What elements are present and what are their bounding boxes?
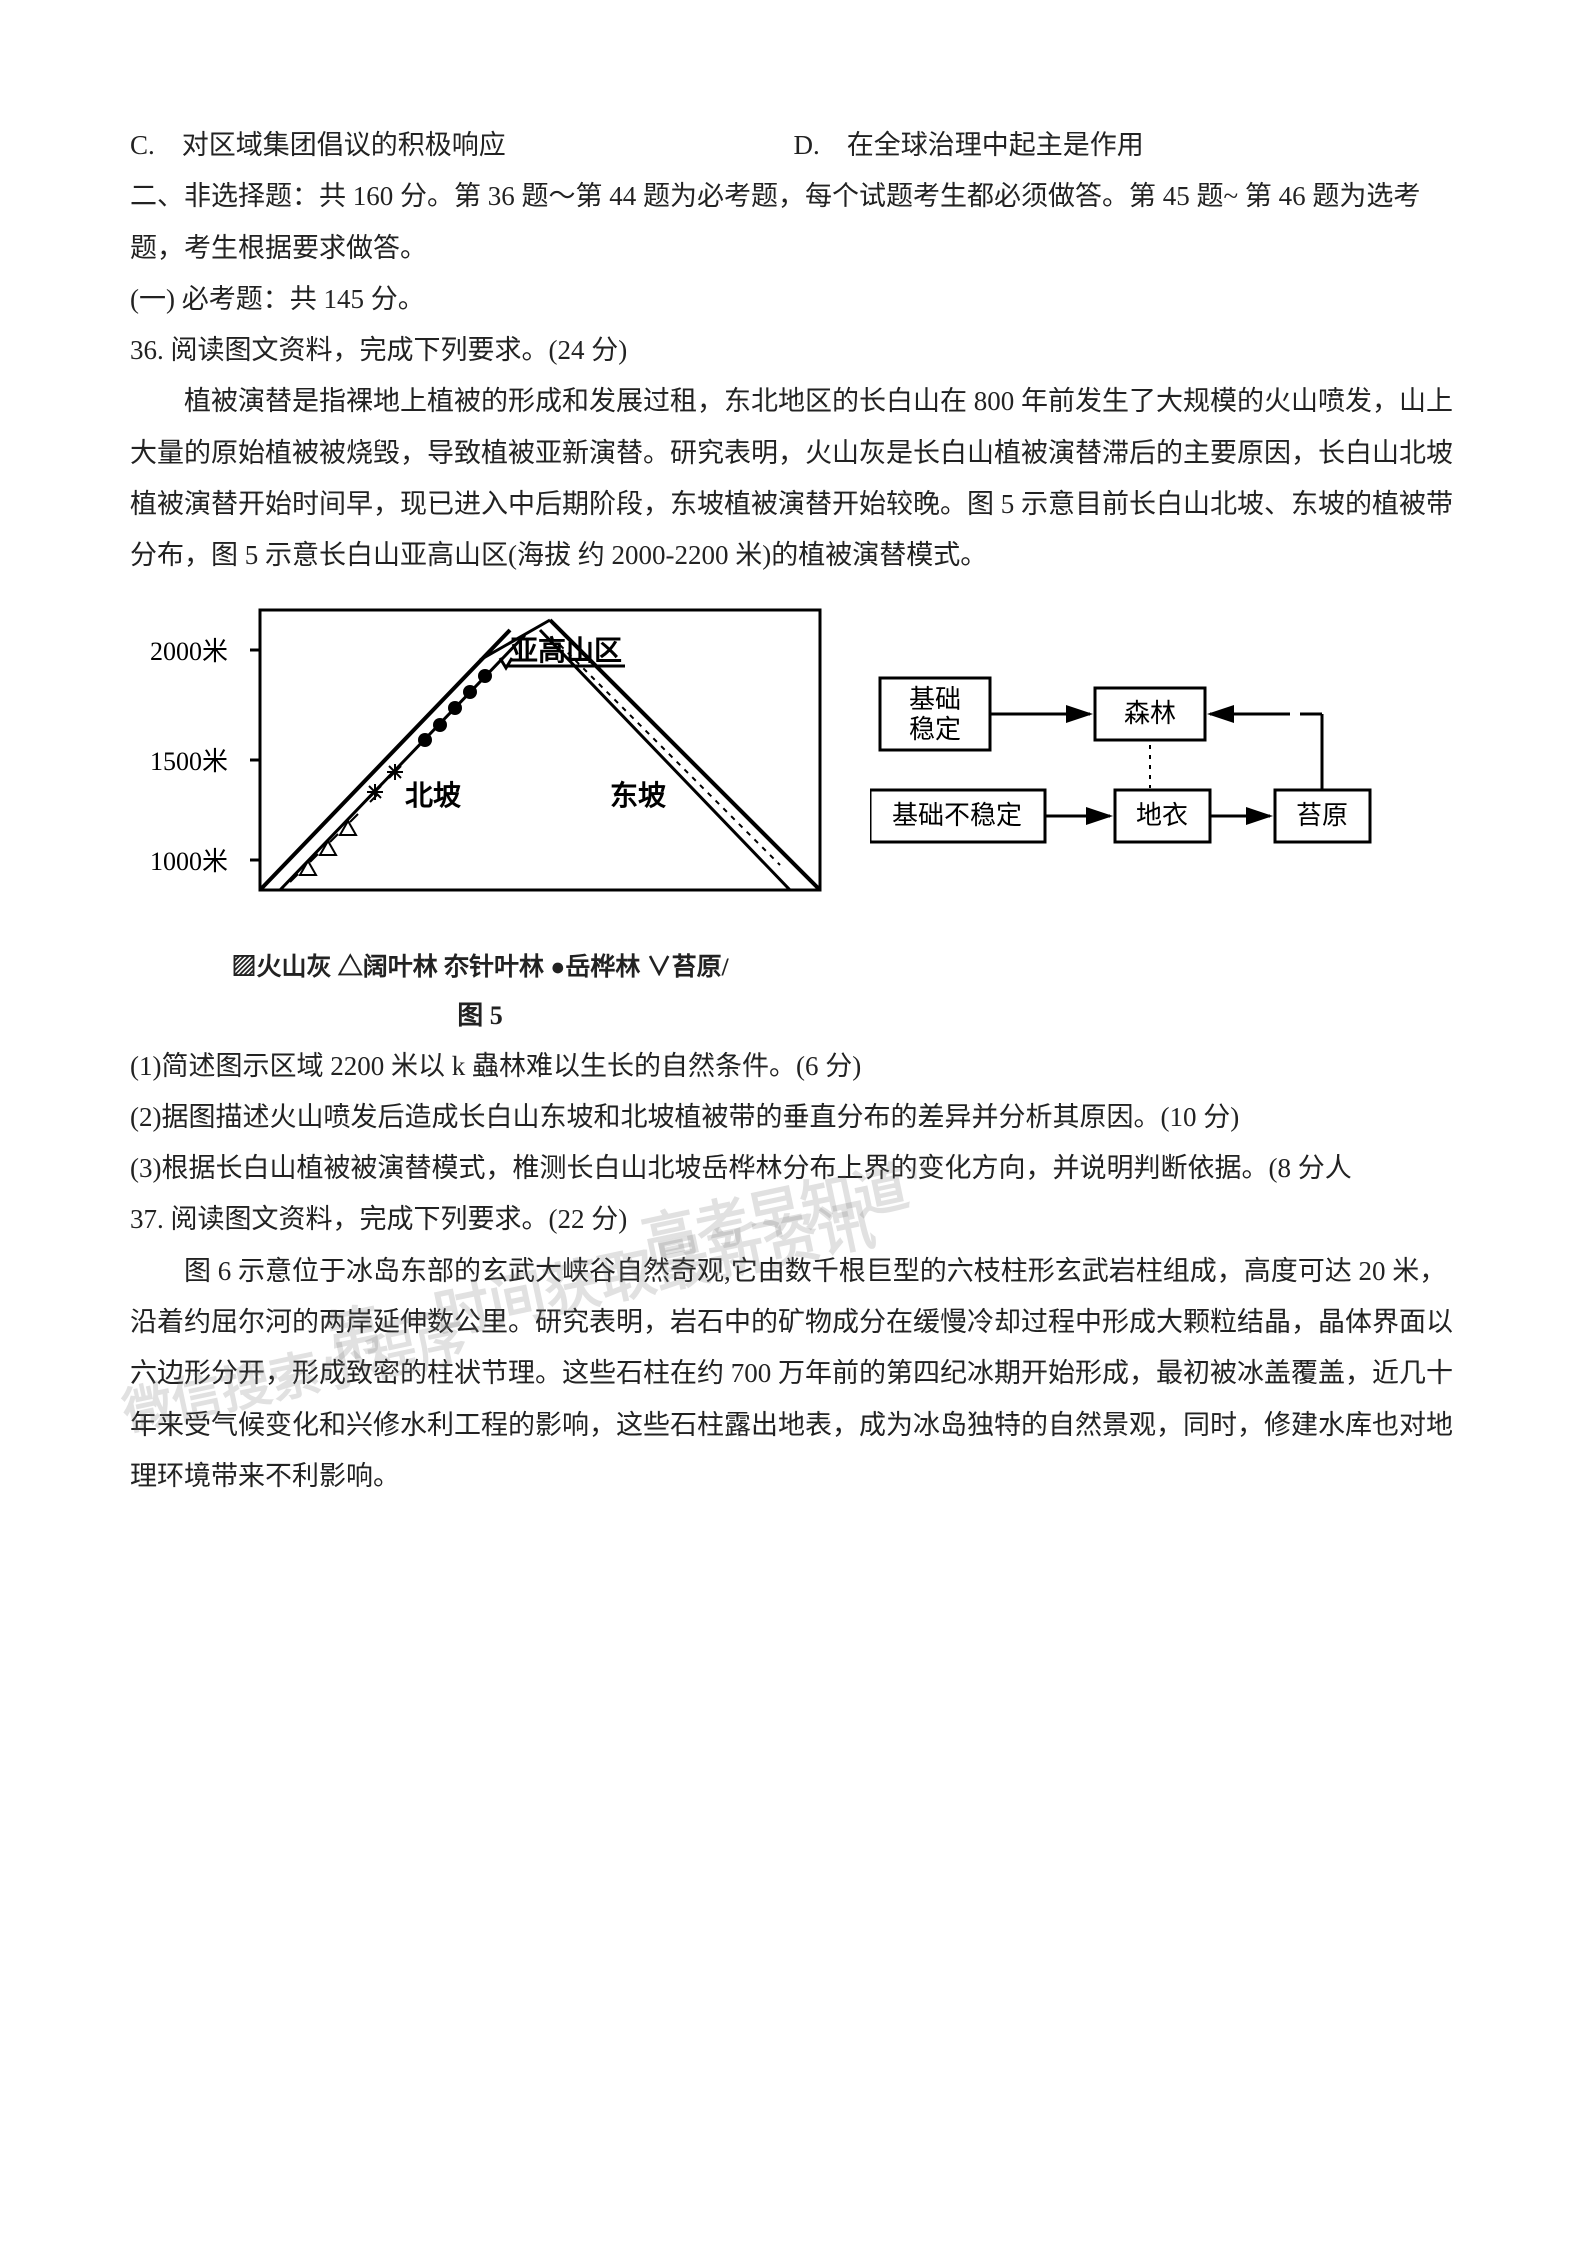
required-header: (一) 必考题：共 145 分。	[130, 274, 1457, 325]
exam-page: C. 对区域集团倡议的积极响应 D. 在全球治理中起主是作用 二、非选择题：共 …	[0, 0, 1587, 2245]
q37-title: 37. 阅读图文资料，完成下列要求。(22 分)	[130, 1194, 1457, 1245]
option-c-text: 对区域集团倡议的积极响应	[182, 130, 506, 160]
flow-lichen: 地衣	[1136, 801, 1188, 830]
figure5-mountain: 2000米 1500米 1000米	[150, 600, 830, 940]
ytick-1000: 1000米	[150, 847, 228, 876]
section-ii-header: 二、非选择题：共 160 分。第 36 题～第 44 题为必考题，每个试题考生都…	[130, 171, 1457, 274]
flow-tundra: 苔原	[1296, 801, 1348, 830]
flowchart-svg: 基础 稳定 森林 基础不稳定 地衣 苔原	[870, 670, 1430, 870]
q36-sub2: (2)据图描述火山喷发后造成长白山东坡和北坡植被带的垂直分布的差异并分析其原因。…	[130, 1092, 1457, 1143]
figure5-flowchart: 基础 稳定 森林 基础不稳定 地衣 苔原	[870, 670, 1430, 870]
flow-forest: 森林	[1124, 699, 1176, 728]
figure5-row: 2000米 1500米 1000米	[150, 600, 1457, 940]
option-c-label: C.	[130, 130, 155, 160]
label-north-slope: 北坡	[405, 780, 461, 812]
label-subalpine: 亚高山区	[510, 635, 622, 667]
figure5-caption: 图 5	[130, 991, 830, 1040]
flow-unstable: 基础不稳定	[892, 801, 1022, 830]
q36-sub1: (1)简述图示区域 2200 米以 k 蟲林难以生长的自然条件。(6 分)	[130, 1041, 1457, 1092]
option-d-label: D.	[794, 130, 820, 160]
option-line-cd: C. 对区域集团倡议的积极响应 D. 在全球治理中起主是作用	[130, 120, 1457, 171]
option-d: D. 在全球治理中起主是作用	[794, 120, 1458, 171]
mountain-svg: 2000米 1500米 1000米	[150, 600, 830, 940]
option-c: C. 对区域集团倡议的积极响应	[130, 120, 794, 171]
q36-title: 36. 阅读图文资料，完成下列要求。(24 分)	[130, 325, 1457, 376]
q37-paragraph: 图 6 示意位于冰岛东部的玄武大峡谷自然奇观,它由数千根巨型的六枝柱形玄武岩柱组…	[130, 1246, 1457, 1502]
label-east-slope: 东坡	[610, 779, 666, 812]
option-d-text: 在全球治理中起主是作用	[847, 130, 1144, 160]
q36-paragraph: 植被演替是指裸地上植被的形成和发展过租，东北地区的长白山在 800 年前发生了大…	[130, 376, 1457, 581]
ytick-2000: 2000米	[150, 637, 228, 666]
ytick-1500: 1500米	[150, 747, 228, 776]
figure5-legend: ▨火山灰 △阔叶林 夵针叶林 ●岳桦林 ∨苔原/	[130, 944, 830, 992]
q36-sub3: (3)根据长白山植被被演替模式，椎测长白山北坡岳桦林分布上界的变化方向，并说明判…	[130, 1143, 1457, 1194]
flow-stable-l2: 稳定	[909, 715, 961, 744]
flow-stable-l1: 基础	[909, 685, 961, 714]
